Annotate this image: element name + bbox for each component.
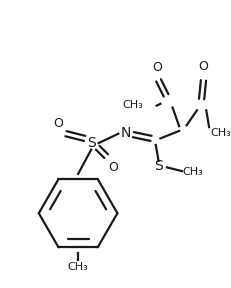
Text: N: N <box>121 126 131 140</box>
Text: CH₃: CH₃ <box>210 128 231 138</box>
Text: CH₃: CH₃ <box>122 100 143 110</box>
Text: O: O <box>54 117 63 130</box>
Text: S: S <box>154 160 163 173</box>
Text: O: O <box>109 161 119 174</box>
Text: O: O <box>198 60 208 73</box>
Text: O: O <box>152 61 162 74</box>
Text: CH₃: CH₃ <box>68 262 88 272</box>
Text: CH₃: CH₃ <box>183 167 204 177</box>
Text: S: S <box>87 136 96 150</box>
